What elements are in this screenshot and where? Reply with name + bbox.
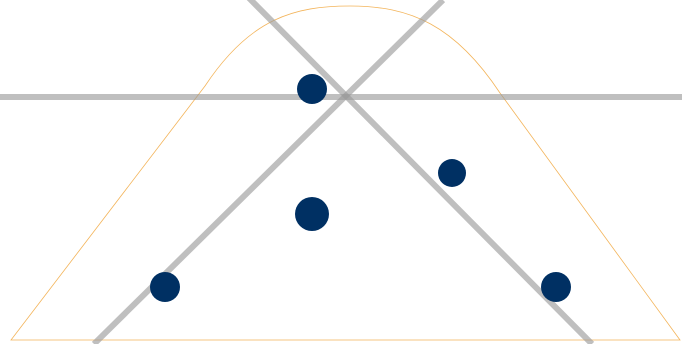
- trapezoid-outline: [10, 5, 681, 341]
- point-marker-top: [297, 74, 327, 104]
- rising-diagonal-guide-line: [91, 0, 446, 344]
- point-marker-right-lower: [541, 272, 571, 302]
- point-marker-right-upper: [438, 159, 466, 187]
- point-marker-center: [295, 197, 329, 231]
- falling-diagonal-guide-line: [246, 0, 595, 344]
- point-marker-left-lower: [150, 272, 180, 302]
